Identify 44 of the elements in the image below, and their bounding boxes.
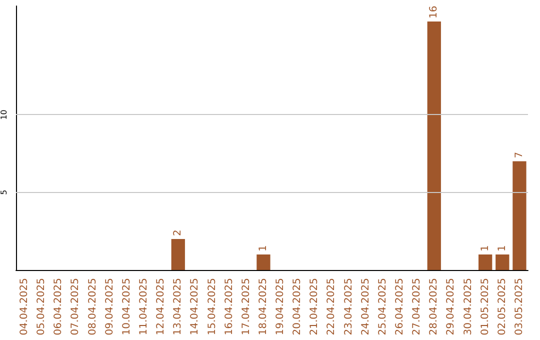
x-tick-label: 12.04.2025 — [156, 278, 167, 336]
x-tick-label: 26.04.2025 — [394, 278, 406, 336]
x-tick-label: 29.04.2025 — [446, 278, 457, 336]
x-tick-label: 07.04.2025 — [70, 278, 82, 336]
x-tick-label: 30.04.2025 — [462, 278, 474, 336]
bar — [171, 238, 185, 270]
x-tick-label: 08.04.2025 — [87, 278, 98, 336]
x-tick-label: 20.04.2025 — [292, 278, 304, 336]
x-tick-label: 04.04.2025 — [19, 278, 30, 336]
x-tick-label: 19.04.2025 — [275, 278, 286, 336]
data-label: 7 — [514, 152, 525, 158]
x-tick-label: 24.04.2025 — [360, 278, 372, 336]
x-tick-label: 10.04.2025 — [121, 278, 132, 336]
bar — [496, 254, 510, 270]
bar — [478, 254, 492, 270]
x-tick-label: 01.05.2025 — [480, 278, 491, 336]
x-tick-label: 02.05.2025 — [496, 278, 508, 336]
x-tick-label: 09.04.2025 — [104, 278, 116, 336]
x-tick-label: 22.04.2025 — [326, 278, 338, 336]
x-tick-label: 11.04.2025 — [138, 278, 150, 336]
y-tick-label: 10 — [0, 110, 8, 120]
x-tick-label: 18.04.2025 — [258, 278, 269, 336]
x-tick-label: 05.04.2025 — [36, 278, 48, 336]
y-tick-label: 5 — [0, 190, 8, 195]
x-tick-label: 13.04.2025 — [172, 278, 184, 336]
data-label: 16 — [428, 6, 440, 19]
data-label: 1 — [258, 245, 269, 252]
x-tick-label: 28.04.2025 — [428, 278, 440, 336]
x-tick-label: 25.04.2025 — [377, 278, 388, 336]
x-tick-label: 21.04.2025 — [309, 278, 320, 336]
x-tick-label: 15.04.2025 — [206, 278, 218, 336]
x-tick-label: 27.04.2025 — [412, 278, 423, 336]
x-tick-label: 06.04.2025 — [53, 278, 64, 336]
bar — [256, 254, 270, 270]
x-tick-label: 23.04.2025 — [343, 278, 354, 336]
data-label: 1 — [496, 245, 508, 252]
data-label: 1 — [480, 245, 491, 252]
x-tick-label: 03.05.2025 — [514, 278, 525, 336]
x-tick-label: 14.04.2025 — [190, 278, 201, 336]
bar — [427, 22, 441, 270]
bar — [512, 161, 526, 270]
data-label: 2 — [172, 230, 184, 236]
x-tick-label: 16.04.2025 — [224, 278, 235, 336]
x-tick-label: 17.04.2025 — [240, 278, 252, 336]
